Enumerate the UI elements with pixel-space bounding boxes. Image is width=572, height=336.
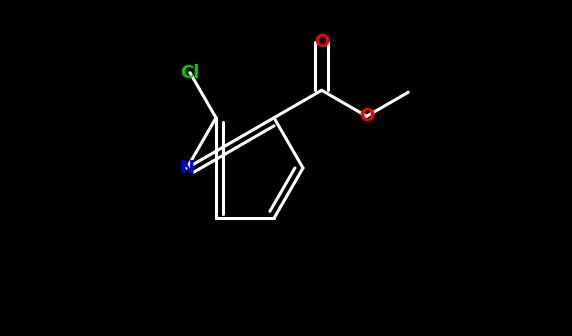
Text: N: N: [180, 159, 194, 177]
Text: Cl: Cl: [180, 64, 200, 82]
Text: O: O: [359, 107, 374, 125]
Text: O: O: [314, 33, 329, 51]
